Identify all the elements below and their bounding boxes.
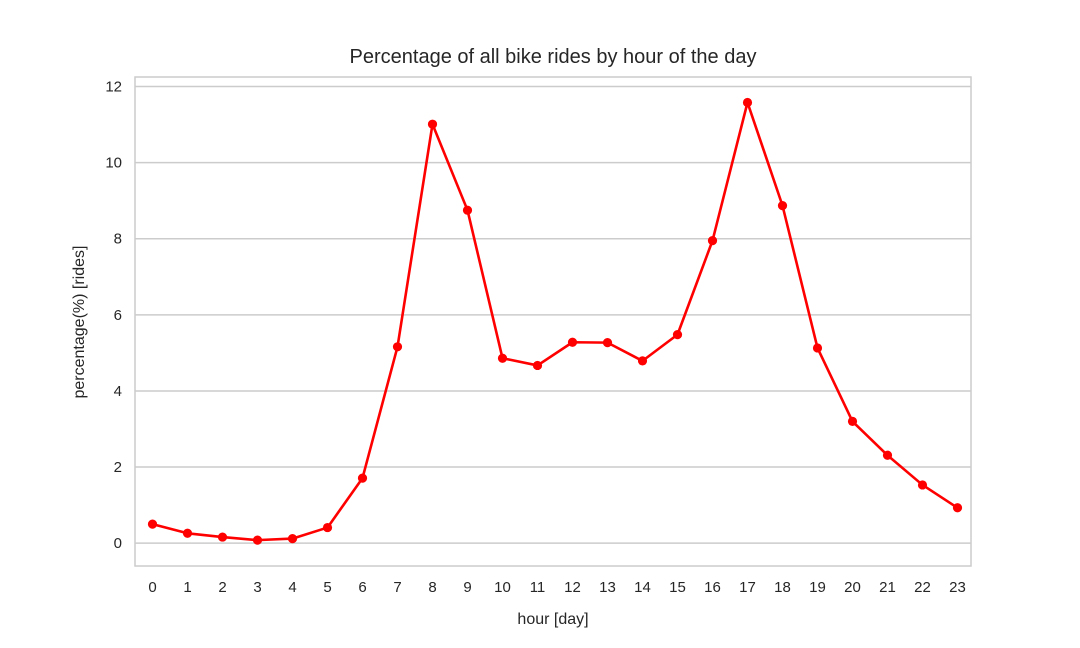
x-tick-label: 3 <box>253 579 261 596</box>
data-point <box>917 480 928 490</box>
x-tick-label: 23 <box>949 579 966 596</box>
x-tick-label: 17 <box>739 579 756 596</box>
data-point <box>707 236 718 246</box>
data-point <box>742 97 753 108</box>
series-layer <box>147 97 963 545</box>
x-axis-label: hour [day] <box>517 611 588 628</box>
data-point <box>847 416 858 426</box>
chart-title: Percentage of all bike rides by hour of … <box>350 46 757 68</box>
x-tick-label: 13 <box>599 579 616 596</box>
x-tick-label: 16 <box>704 579 721 596</box>
x-tick-label: 19 <box>809 579 826 596</box>
y-axis-label: percentage(%) [rides] <box>71 246 88 399</box>
data-point <box>287 534 298 544</box>
x-tick-label: 10 <box>494 579 511 596</box>
series-line <box>152 101 959 542</box>
x-tick-label: 7 <box>393 579 401 596</box>
y-tick-label: 2 <box>114 459 122 476</box>
x-tick-label: 1 <box>183 579 191 596</box>
x-tick-label: 20 <box>844 579 861 596</box>
x-tick-label: 21 <box>879 579 896 596</box>
x-tick-label: 2 <box>218 579 226 596</box>
data-point <box>217 532 228 542</box>
data-point <box>952 503 963 513</box>
x-tick-label: 9 <box>463 579 471 596</box>
data-point <box>602 338 613 348</box>
y-tick-label: 0 <box>114 535 122 552</box>
x-tick-label: 15 <box>669 579 686 596</box>
data-point <box>497 353 508 363</box>
x-tick-label: 0 <box>148 579 156 596</box>
data-point <box>322 522 333 533</box>
data-point <box>357 473 368 483</box>
data-point <box>882 450 893 460</box>
y-tick-label: 6 <box>114 307 122 324</box>
data-point <box>777 201 788 211</box>
x-tick-label: 6 <box>358 579 366 596</box>
y-tick-label: 12 <box>105 79 122 96</box>
data-point <box>672 330 683 340</box>
data-point <box>392 342 403 352</box>
x-tick-label: 14 <box>634 579 651 596</box>
data-point <box>567 337 578 347</box>
x-tick-label: 18 <box>774 579 791 596</box>
data-point <box>532 360 543 371</box>
data-point <box>462 205 473 215</box>
data-point <box>147 519 158 529</box>
x-tick-label: 11 <box>530 579 546 596</box>
y-tick-label: 8 <box>114 231 122 248</box>
x-tick-label: 4 <box>288 579 296 596</box>
x-tick-label: 8 <box>428 579 436 596</box>
x-tick-label: 22 <box>914 579 931 596</box>
y-tick-label: 10 <box>105 155 122 172</box>
data-point <box>252 535 263 545</box>
x-tick-label: 5 <box>323 579 331 596</box>
plot-area-frame <box>134 76 972 567</box>
data-point <box>182 528 193 538</box>
x-tick-label: 12 <box>564 579 581 596</box>
data-point <box>427 119 438 129</box>
data-point <box>637 356 648 366</box>
gridlines <box>135 85 971 544</box>
y-tick-label: 4 <box>114 383 122 400</box>
data-point <box>812 343 823 353</box>
